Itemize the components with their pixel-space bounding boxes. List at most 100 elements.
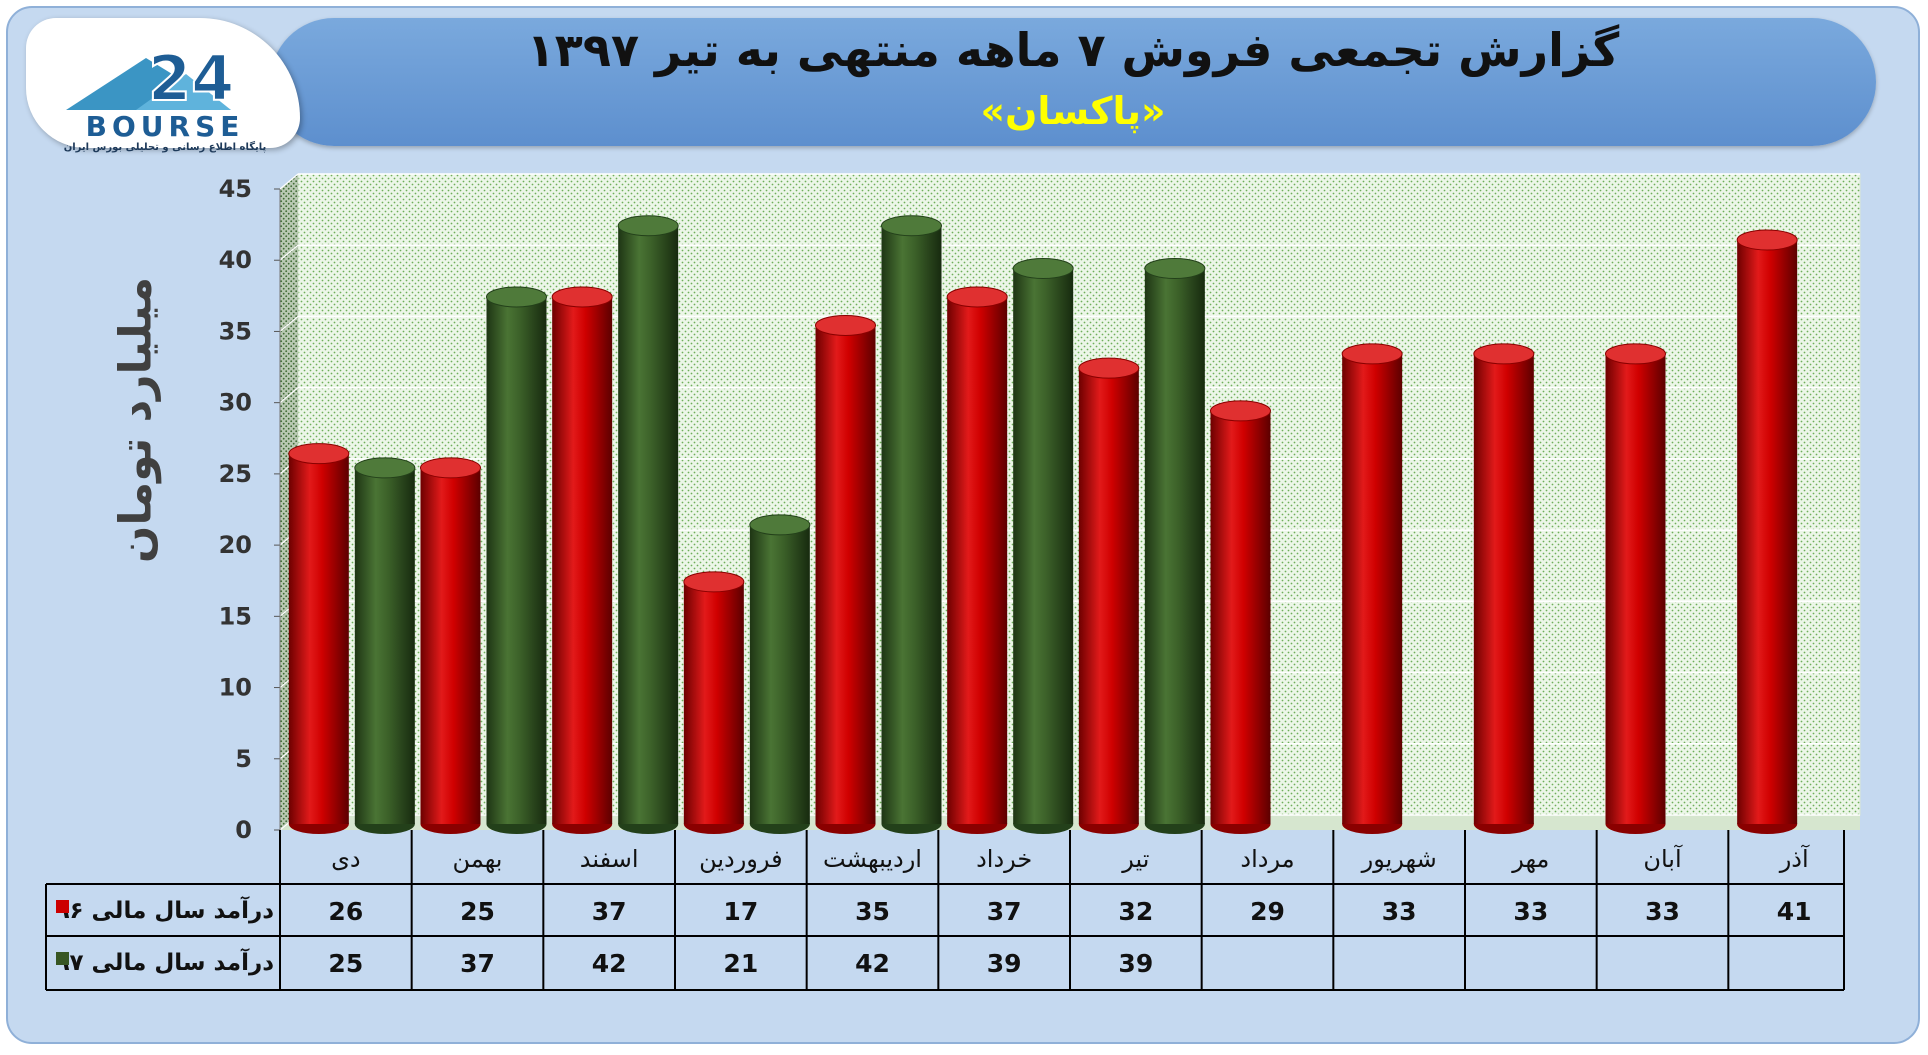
bar-cap [354, 457, 416, 479]
data-label: 37 [987, 897, 1022, 926]
legend-swatch [56, 952, 69, 965]
bar-cap [881, 215, 942, 237]
y-tick-label: 10 [219, 674, 252, 702]
bar [420, 457, 481, 834]
data-label: 29 [1250, 897, 1285, 926]
bar-cap [486, 286, 547, 308]
bar-cap [1736, 229, 1798, 251]
bar [617, 215, 679, 834]
bar [683, 571, 745, 834]
logo: 24 BOURSE پایگاه اطلاع رسانی و تحلیلی بو… [26, 18, 300, 153]
data-label: 21 [723, 949, 758, 978]
bar-body [1605, 353, 1666, 824]
x-category-label: تیر [1121, 845, 1149, 873]
data-label: 41 [1777, 897, 1812, 926]
data-label: 17 [723, 897, 758, 926]
bar [1736, 229, 1798, 834]
bar-body [552, 296, 613, 824]
bar [946, 286, 1008, 834]
svg-text:24: 24 [148, 42, 234, 115]
bar-body [1473, 353, 1534, 824]
y-tick-label: 35 [219, 317, 252, 345]
bar-body [1013, 268, 1074, 824]
x-category-label: بهمن [453, 845, 503, 873]
bar [1144, 257, 1206, 834]
logo-tagline: پایگاه اطلاع رسانی و تحلیلی بورس ایران [63, 142, 267, 153]
bar-body [354, 467, 415, 824]
bar-cap [946, 286, 1008, 308]
bar-cap [288, 443, 350, 465]
bar-body [749, 524, 810, 824]
x-category-label: مرداد [1240, 845, 1294, 873]
bar-cap [683, 571, 745, 593]
bar [1341, 343, 1403, 834]
bar-body [1144, 268, 1205, 824]
bar-cap [815, 314, 876, 336]
bar [749, 514, 811, 834]
bar-cap [551, 286, 613, 308]
data-label: 33 [1645, 897, 1680, 926]
data-label: 42 [855, 949, 890, 978]
data-label: 39 [987, 949, 1022, 978]
bar [288, 443, 350, 834]
x-category-label: فروردین [699, 845, 783, 873]
data-label: 33 [1513, 897, 1548, 926]
logo-mark: 24 [66, 41, 235, 116]
y-tick-label: 15 [219, 602, 252, 630]
x-category-label: مهر [1511, 845, 1549, 873]
data-label: 33 [1382, 897, 1417, 926]
x-category-label: آبان [1643, 844, 1683, 873]
y-tick-label: 45 [219, 175, 252, 203]
bar-body [947, 296, 1008, 824]
data-label: 42 [592, 949, 627, 978]
bar-body [1342, 353, 1403, 824]
x-category-label: خرداد [976, 845, 1032, 873]
legend-label: درآمد سال مالی ۹۷ [55, 947, 274, 976]
data-label: 37 [592, 897, 627, 926]
data-label: 25 [328, 949, 363, 978]
data-label: 39 [1118, 949, 1153, 978]
page-title: گزارش تجمعی فروش ۷ ماهه منتهی به تیر ۱۳۹… [526, 23, 1620, 77]
gridline-side [279, 244, 299, 261]
page-subtitle: «پاکسان» [980, 89, 1166, 133]
bar [1078, 357, 1140, 834]
bar-body [486, 296, 547, 824]
y-tick-label: 0 [235, 816, 252, 844]
gridline-side [279, 315, 299, 332]
bar-cap [1605, 343, 1666, 365]
bar [1012, 257, 1074, 834]
y-tick-label: 40 [219, 246, 252, 274]
data-label: 37 [460, 949, 495, 978]
bar [354, 457, 416, 834]
bar [1605, 343, 1666, 834]
bar-body [1078, 368, 1139, 824]
gridline-side [279, 387, 299, 404]
x-category-label: آذر [1779, 844, 1810, 873]
bar-cap [1341, 343, 1403, 365]
legend-label: درآمد سال مالی ۹۶ [55, 895, 274, 924]
bar [1210, 400, 1271, 834]
bar-body [1737, 239, 1798, 824]
y-tick-label: 30 [219, 389, 252, 417]
header-bar [270, 18, 1876, 146]
y-tick-label: 25 [219, 460, 252, 488]
y-tick-label: 20 [219, 531, 252, 559]
data-label: 25 [460, 897, 495, 926]
bar-cap [1473, 343, 1535, 365]
x-category-label: دی [331, 845, 360, 873]
bar [881, 215, 942, 834]
data-label: 32 [1118, 897, 1153, 926]
bar-body [815, 325, 876, 824]
x-category-label: اسفند [580, 845, 639, 873]
x-category-label: شهریور [1361, 845, 1437, 873]
y-tick-label: 5 [235, 745, 252, 773]
x-category-label: اردیبهشت [823, 845, 922, 873]
data-label: 26 [328, 897, 363, 926]
gridline-side [279, 173, 299, 190]
bar-cap [749, 514, 811, 536]
bar-cap [420, 457, 481, 479]
bar-cap [1144, 257, 1206, 279]
bar-body [683, 581, 744, 824]
bar [486, 286, 547, 834]
